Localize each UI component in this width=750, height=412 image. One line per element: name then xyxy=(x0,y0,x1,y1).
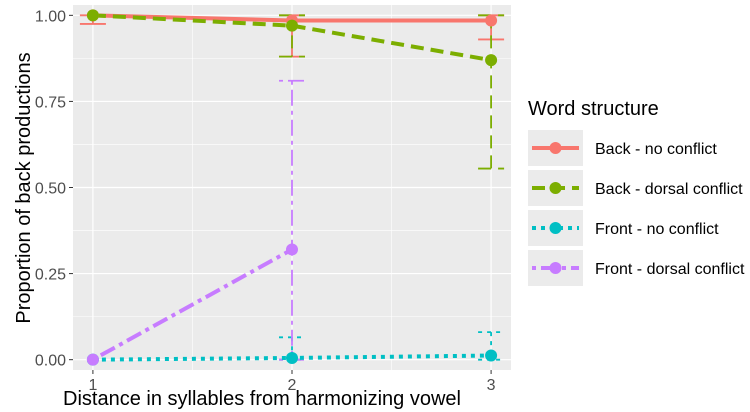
data-point xyxy=(86,353,99,366)
legend-label: Back - dorsal conflict xyxy=(595,181,743,198)
legend-key-point xyxy=(549,222,562,234)
data-point xyxy=(286,351,298,364)
data-point xyxy=(86,9,99,22)
y-tick-label: 0.00 xyxy=(35,353,66,370)
y-tick-label: 0.75 xyxy=(35,94,66,111)
data-point xyxy=(485,349,498,362)
y-tick-label: 0.50 xyxy=(35,181,66,198)
x-tick-label: 2 xyxy=(288,377,297,394)
x-tick-label: 1 xyxy=(88,377,97,394)
data-point xyxy=(286,19,298,32)
series-line xyxy=(92,13,492,63)
x-axis-ticks: 1 2 3 xyxy=(88,370,496,394)
legend-key-point xyxy=(549,142,562,154)
y-axis-label: Proportion of back productions xyxy=(13,52,35,323)
data-point xyxy=(485,14,498,27)
y-tick-label: 1.00 xyxy=(35,8,66,25)
x-tick-label: 3 xyxy=(487,377,496,394)
legend-label: Front - dorsal conflict xyxy=(595,261,745,278)
legend: Word structure Back - no conflict Back - … xyxy=(528,98,745,286)
legend-label: Front - no conflict xyxy=(595,221,719,238)
legend-key-point xyxy=(549,262,562,274)
legend-key-point xyxy=(549,182,562,194)
legend-label: Back - no conflict xyxy=(595,141,717,158)
series-points xyxy=(86,9,498,366)
legend-title: Word structure xyxy=(528,98,659,120)
y-axis-ticks: 0.00 0.25 0.50 0.75 1.00 xyxy=(35,8,73,370)
x-axis-label: Distance in syllables from harmonizing v… xyxy=(63,388,461,410)
data-point xyxy=(485,54,498,67)
y-tick-label: 0.25 xyxy=(35,267,66,284)
series-line xyxy=(91,247,293,362)
data-point xyxy=(286,243,298,256)
